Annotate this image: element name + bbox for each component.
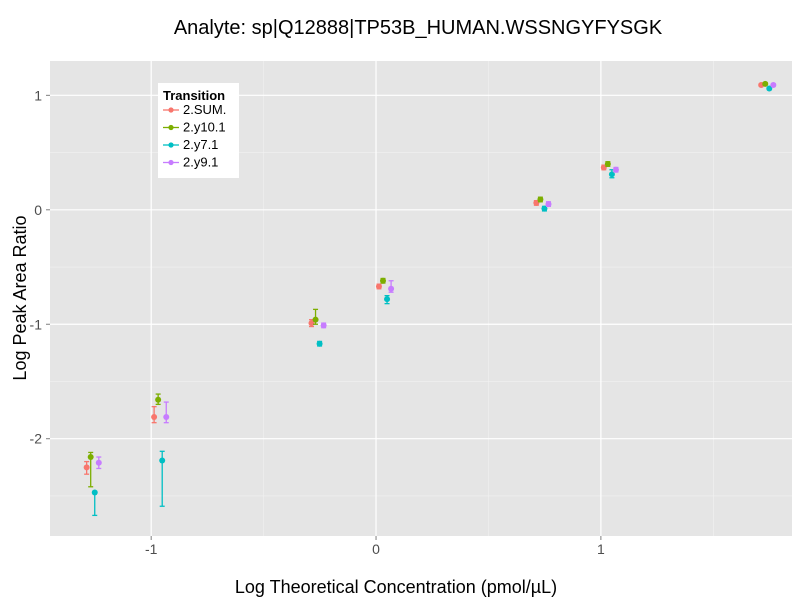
data-point xyxy=(316,340,323,347)
legend-item: 2.SUM. xyxy=(163,102,226,117)
series-2.SUM. xyxy=(83,82,765,475)
legend-item: 2.y9.1 xyxy=(163,155,218,170)
data-point xyxy=(87,454,94,461)
data-point xyxy=(375,283,382,290)
gridlines xyxy=(50,61,792,536)
data-point xyxy=(770,82,777,89)
series-2.y10.1 xyxy=(87,80,769,488)
legend-key-point xyxy=(168,124,174,131)
legend-key-point xyxy=(168,107,174,113)
data-point xyxy=(388,285,395,292)
data-point xyxy=(159,457,166,464)
x-tick-label: 0 xyxy=(372,541,380,557)
data-point xyxy=(762,80,769,87)
x-tick-label: -1 xyxy=(145,541,158,557)
data-point xyxy=(545,201,552,208)
data-point xyxy=(163,413,170,420)
y-tick-label: -2 xyxy=(30,431,43,447)
legend-label: 2.y7.1 xyxy=(183,137,218,152)
legend-title: Transition xyxy=(163,88,225,103)
legend-label: 2.y10.1 xyxy=(183,120,226,135)
x-tick-label: 1 xyxy=(597,541,605,557)
data-point xyxy=(155,396,162,403)
data-point xyxy=(600,164,607,171)
data-point xyxy=(612,166,619,173)
data-point xyxy=(95,459,102,466)
series-2.y7.1 xyxy=(91,85,773,517)
legend-item: 2.y7.1 xyxy=(163,137,218,152)
legend-label: 2.y9.1 xyxy=(183,155,218,170)
legend-key-point xyxy=(168,142,174,148)
chart-title: Analyte: sp|Q12888|TP53B_HUMAN.WSSNGYFYS… xyxy=(174,17,663,39)
data-point xyxy=(380,277,387,284)
data-point xyxy=(766,85,773,92)
legend-item: 2.y10.1 xyxy=(163,120,226,135)
y-axis: -2 -1 0 1 xyxy=(30,87,50,447)
data-point xyxy=(384,296,391,303)
data-point xyxy=(541,205,548,212)
y-tick-label: 0 xyxy=(34,202,42,218)
data-point xyxy=(91,489,98,496)
data-point xyxy=(608,171,615,178)
y-tick-label: 1 xyxy=(34,87,42,103)
x-axis-title: Log Theoretical Concentration (pmol/µL) xyxy=(235,577,557,597)
data-point xyxy=(537,196,544,203)
legend-key-point xyxy=(168,159,174,166)
y-axis-title: Log Peak Area Ratio xyxy=(10,215,30,380)
legend: Transition 2.SUM. 2.y10.1 2.y7.1 2.y9.1 xyxy=(158,83,239,178)
data-point xyxy=(151,413,158,420)
data-point xyxy=(604,161,611,168)
y-tick-label: -1 xyxy=(30,316,43,332)
data-point xyxy=(320,322,327,329)
data-marks xyxy=(83,80,777,517)
data-point xyxy=(312,316,319,323)
data-point xyxy=(83,464,90,471)
series-2.y9.1 xyxy=(95,82,777,470)
legend-label: 2.SUM. xyxy=(183,102,226,117)
x-axis: -1 0 1 xyxy=(145,536,605,557)
data-point xyxy=(308,320,315,327)
data-point xyxy=(533,199,540,206)
